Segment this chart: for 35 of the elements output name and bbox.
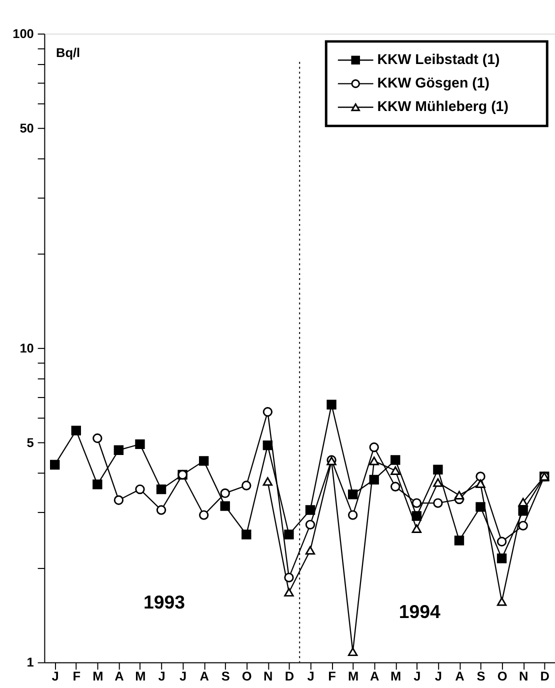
x-tick-label: O [242,668,252,684]
y-tick-label: 50 [20,120,34,136]
x-tick-label: J [434,668,442,684]
x-tick-label: A [200,668,209,684]
x-tick-label: F [328,668,336,684]
x-tick-label: J [414,668,421,684]
x-tick-label: J [179,668,187,684]
x-tick-label: D [540,668,550,684]
x-tick-label: M [348,668,359,684]
x-tick-label: S [476,668,486,684]
x-tick-label: A [455,668,464,684]
y-axis-title: Bq/l [56,45,80,60]
x-tick-label: A [370,668,380,684]
legend-label: KKW Gösgen (1) [377,76,490,92]
x-tick-label: N [264,668,273,684]
y-tick-label: 5 [26,434,34,450]
legend-label: KKW Leibstadt (1) [377,52,500,68]
x-tick-label: O [497,668,508,684]
x-tick-label: S [221,668,230,684]
y-tick-label: 1 [26,654,34,670]
x-tick-label: M [135,668,146,684]
x-tick-label: M [390,668,402,684]
x-tick-label: J [307,668,314,684]
x-tick-label: D [284,668,294,684]
x-tick-label: M [92,668,104,684]
x-tick-label: N [518,668,528,684]
annotation: 1993 [143,591,185,612]
x-tick-label: J [158,668,166,684]
y-tick-label: 10 [20,340,34,356]
x-tick-label: F [72,668,81,684]
annotation: 1994 [398,600,442,622]
x-tick-label: J [52,668,59,684]
x-tick-label: A [114,668,124,684]
y-tick-label: 100 [12,26,34,42]
legend-label: KKW Mühleberg (1) [377,99,509,116]
